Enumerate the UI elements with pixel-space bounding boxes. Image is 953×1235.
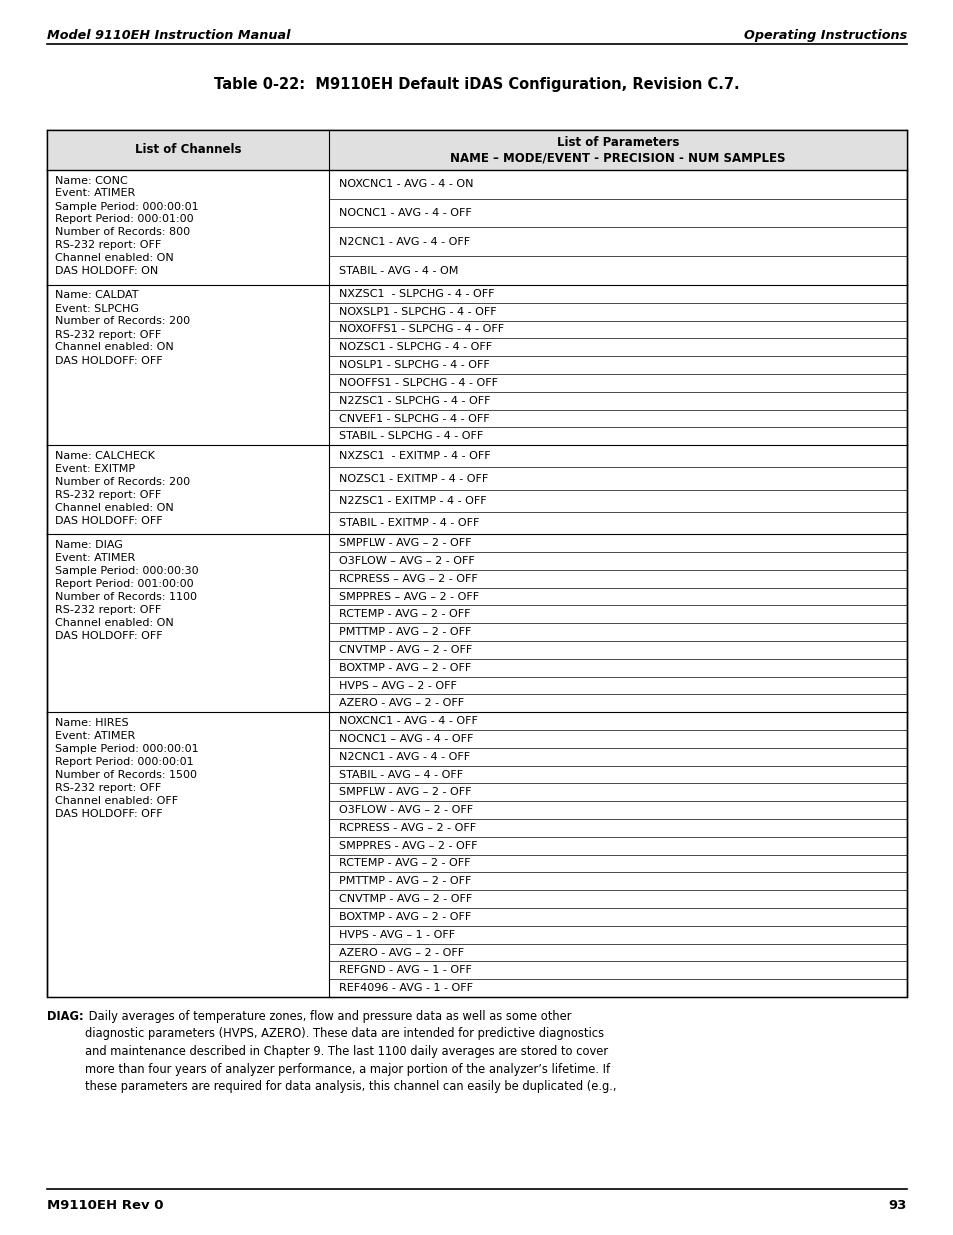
Text: Event: ATIMER: Event: ATIMER <box>55 731 135 741</box>
Text: Name: HIRES: Name: HIRES <box>55 718 129 727</box>
Text: N2ZSC1 - SLPCHG - 4 - OFF: N2ZSC1 - SLPCHG - 4 - OFF <box>338 395 490 406</box>
Text: N2CNC1 - AVG - 4 - OFF: N2CNC1 - AVG - 4 - OFF <box>338 237 470 247</box>
Text: Sample Period: 000:00:01: Sample Period: 000:00:01 <box>55 743 198 753</box>
Text: Model 9110EH Instruction Manual: Model 9110EH Instruction Manual <box>47 28 291 42</box>
Text: Operating Instructions: Operating Instructions <box>743 28 906 42</box>
Text: NXZSC1  - EXITMP - 4 - OFF: NXZSC1 - EXITMP - 4 - OFF <box>338 451 490 462</box>
Text: List of Channels: List of Channels <box>134 143 241 157</box>
Text: Channel enabled: ON: Channel enabled: ON <box>55 253 173 263</box>
Text: Number of Records: 1500: Number of Records: 1500 <box>55 769 196 779</box>
Text: RCPRESS - AVG – 2 - OFF: RCPRESS - AVG – 2 - OFF <box>338 823 476 832</box>
Text: STABIL - EXITMP - 4 - OFF: STABIL - EXITMP - 4 - OFF <box>338 517 479 529</box>
Text: Name: CALDAT: Name: CALDAT <box>55 290 138 300</box>
Text: PMTTMP - AVG – 2 - OFF: PMTTMP - AVG – 2 - OFF <box>338 877 471 887</box>
Text: BOXTMP - AVG – 2 - OFF: BOXTMP - AVG – 2 - OFF <box>338 663 471 673</box>
Text: AZERO - AVG – 2 - OFF: AZERO - AVG – 2 - OFF <box>338 698 464 709</box>
Text: HVPS – AVG – 2 - OFF: HVPS – AVG – 2 - OFF <box>338 680 456 690</box>
Text: Event: SLPCHG: Event: SLPCHG <box>55 304 139 314</box>
Text: STABIL - SLPCHG - 4 - OFF: STABIL - SLPCHG - 4 - OFF <box>338 431 483 441</box>
Text: Event: ATIMER: Event: ATIMER <box>55 189 135 199</box>
Text: M9110EH Rev 0: M9110EH Rev 0 <box>47 1199 163 1212</box>
Text: 93: 93 <box>887 1199 906 1212</box>
Text: NXZSC1  - SLPCHG - 4 - OFF: NXZSC1 - SLPCHG - 4 - OFF <box>338 289 494 299</box>
Text: N2ZSC1 - EXITMP - 4 - OFF: N2ZSC1 - EXITMP - 4 - OFF <box>338 495 486 506</box>
Text: RS-232 report: OFF: RS-232 report: OFF <box>55 605 161 615</box>
Text: Report Period: 000:00:01: Report Period: 000:00:01 <box>55 757 193 767</box>
Text: Number of Records: 200: Number of Records: 200 <box>55 316 190 326</box>
Text: BOXTMP - AVG – 2 - OFF: BOXTMP - AVG – 2 - OFF <box>338 911 471 921</box>
Text: NOSLP1 - SLPCHG - 4 - OFF: NOSLP1 - SLPCHG - 4 - OFF <box>338 361 489 370</box>
Text: CNVEF1 - SLPCHG - 4 - OFF: CNVEF1 - SLPCHG - 4 - OFF <box>338 414 489 424</box>
Text: Daily averages of temperature zones, flow and pressure data as well as some othe: Daily averages of temperature zones, flo… <box>85 1010 616 1093</box>
Text: SMPFLW - AVG – 2 - OFF: SMPFLW - AVG – 2 - OFF <box>338 787 471 798</box>
Text: DIAG:: DIAG: <box>47 1010 84 1023</box>
Text: DAS HOLDOFF: OFF: DAS HOLDOFF: OFF <box>55 516 162 526</box>
Text: RCTEMP - AVG – 2 - OFF: RCTEMP - AVG – 2 - OFF <box>338 609 470 619</box>
Text: NOZSC1 - SLPCHG - 4 - OFF: NOZSC1 - SLPCHG - 4 - OFF <box>338 342 492 352</box>
Text: Channel enabled: ON: Channel enabled: ON <box>55 503 173 513</box>
Text: Number of Records: 200: Number of Records: 200 <box>55 477 190 487</box>
Text: NOCNC1 - AVG - 4 - OFF: NOCNC1 - AVG - 4 - OFF <box>338 209 472 219</box>
Text: Event: ATIMER: Event: ATIMER <box>55 553 135 563</box>
Text: SMPFLW - AVG – 2 - OFF: SMPFLW - AVG – 2 - OFF <box>338 538 471 548</box>
Text: Sample Period: 000:00:30: Sample Period: 000:00:30 <box>55 566 198 576</box>
Bar <box>47 130 906 997</box>
Text: HVPS - AVG – 1 - OFF: HVPS - AVG – 1 - OFF <box>338 930 455 940</box>
Text: List of Parameters: List of Parameters <box>557 137 679 149</box>
Text: Name: CALCHECK: Name: CALCHECK <box>55 451 154 461</box>
Text: RS-232 report: OFF: RS-232 report: OFF <box>55 783 161 793</box>
Text: Name: DIAG: Name: DIAG <box>55 540 123 550</box>
Text: Channel enabled: ON: Channel enabled: ON <box>55 618 173 627</box>
Text: NOOFFS1 - SLPCHG - 4 - OFF: NOOFFS1 - SLPCHG - 4 - OFF <box>338 378 497 388</box>
Text: NAME – MODE/EVENT - PRECISION - NUM SAMPLES: NAME – MODE/EVENT - PRECISION - NUM SAMP… <box>450 152 785 164</box>
Text: N2CNC1 - AVG - 4 - OFF: N2CNC1 - AVG - 4 - OFF <box>338 752 470 762</box>
Text: Channel enabled: OFF: Channel enabled: OFF <box>55 795 178 805</box>
Text: O3FLOW – AVG – 2 - OFF: O3FLOW – AVG – 2 - OFF <box>338 556 475 566</box>
Text: O3FLOW - AVG – 2 - OFF: O3FLOW - AVG – 2 - OFF <box>338 805 473 815</box>
Text: Number of Records: 800: Number of Records: 800 <box>55 227 190 237</box>
Text: DAS HOLDOFF: OFF: DAS HOLDOFF: OFF <box>55 631 162 641</box>
Text: DAS HOLDOFF: OFF: DAS HOLDOFF: OFF <box>55 356 162 366</box>
Text: DAS HOLDOFF: OFF: DAS HOLDOFF: OFF <box>55 809 162 819</box>
Text: Channel enabled: ON: Channel enabled: ON <box>55 342 173 352</box>
Text: NOXOFFS1 - SLPCHG - 4 - OFF: NOXOFFS1 - SLPCHG - 4 - OFF <box>338 325 504 335</box>
Text: Report Period: 001:00:00: Report Period: 001:00:00 <box>55 579 193 589</box>
Text: NOXCNC1 - AVG - 4 - OFF: NOXCNC1 - AVG - 4 - OFF <box>338 716 477 726</box>
Text: PMTTMP - AVG – 2 - OFF: PMTTMP - AVG – 2 - OFF <box>338 627 471 637</box>
Text: NOXSLP1 - SLPCHG - 4 - OFF: NOXSLP1 - SLPCHG - 4 - OFF <box>338 306 497 316</box>
Text: Sample Period: 000:00:01: Sample Period: 000:00:01 <box>55 201 198 211</box>
Text: DAS HOLDOFF: ON: DAS HOLDOFF: ON <box>55 267 158 277</box>
Text: SMPPRES - AVG – 2 - OFF: SMPPRES - AVG – 2 - OFF <box>338 841 477 851</box>
Text: AZERO - AVG – 2 - OFF: AZERO - AVG – 2 - OFF <box>338 947 464 957</box>
Text: RS-232 report: OFF: RS-232 report: OFF <box>55 330 161 340</box>
Text: CNVTMP - AVG – 2 - OFF: CNVTMP - AVG – 2 - OFF <box>338 894 472 904</box>
Text: REFGND - AVG – 1 - OFF: REFGND - AVG – 1 - OFF <box>338 966 472 976</box>
Text: RS-232 report: OFF: RS-232 report: OFF <box>55 490 161 500</box>
Text: NOZSC1 - EXITMP - 4 - OFF: NOZSC1 - EXITMP - 4 - OFF <box>338 473 488 484</box>
Text: Event: EXITMP: Event: EXITMP <box>55 463 135 474</box>
Text: Report Period: 000:01:00: Report Period: 000:01:00 <box>55 215 193 225</box>
Text: Table 0-22:  M9110EH Default iDAS Configuration, Revision C.7.: Table 0-22: M9110EH Default iDAS Configu… <box>214 77 739 91</box>
Text: NOCNC1 – AVG - 4 - OFF: NOCNC1 – AVG - 4 - OFF <box>338 734 473 743</box>
Text: Name: CONC: Name: CONC <box>55 175 128 185</box>
Text: STABIL - AVG - 4 - OM: STABIL - AVG - 4 - OM <box>338 266 458 275</box>
Text: REF4096 - AVG - 1 - OFF: REF4096 - AVG - 1 - OFF <box>338 983 473 993</box>
Bar <box>47 130 906 170</box>
Text: RS-232 report: OFF: RS-232 report: OFF <box>55 241 161 251</box>
Text: CNVTMP - AVG – 2 - OFF: CNVTMP - AVG – 2 - OFF <box>338 645 472 655</box>
Text: RCPRESS – AVG – 2 - OFF: RCPRESS – AVG – 2 - OFF <box>338 574 477 584</box>
Text: RCTEMP - AVG – 2 - OFF: RCTEMP - AVG – 2 - OFF <box>338 858 470 868</box>
Text: NOXCNC1 - AVG - 4 - ON: NOXCNC1 - AVG - 4 - ON <box>338 179 473 189</box>
Text: SMPPRES – AVG – 2 - OFF: SMPPRES – AVG – 2 - OFF <box>338 592 478 601</box>
Text: STABIL - AVG – 4 - OFF: STABIL - AVG – 4 - OFF <box>338 769 463 779</box>
Text: Number of Records: 1100: Number of Records: 1100 <box>55 592 196 601</box>
